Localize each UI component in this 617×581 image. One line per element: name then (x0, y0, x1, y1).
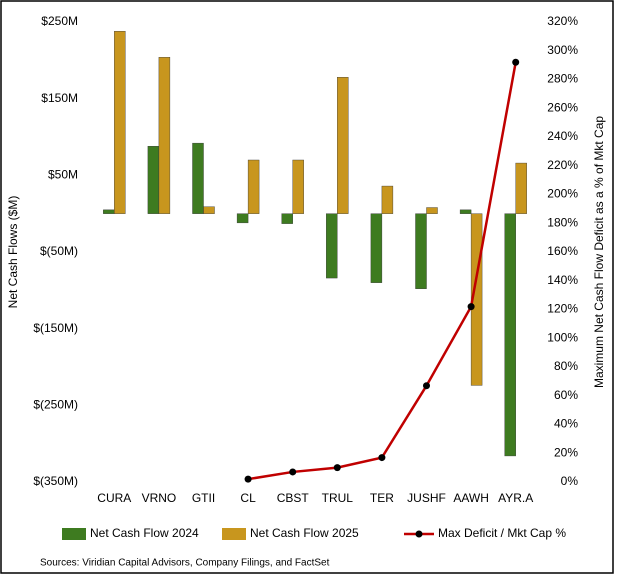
y-tick-label: $50M (48, 168, 78, 182)
line-marker (423, 382, 430, 390)
bar (515, 162, 527, 214)
source-note: Sources: Viridian Capital Advisors, Comp… (40, 558, 330, 569)
y-tick-label: $(350M) (33, 474, 78, 488)
bar (381, 185, 394, 214)
x-tick-label: AYR.A (498, 491, 533, 505)
y-tick-label: $(250M) (33, 398, 78, 412)
x-tick-label: CBST (277, 491, 310, 505)
y-tick-label: $(50M) (40, 244, 78, 258)
y-tick-label: $250M (41, 14, 78, 28)
y2-tick-label: 220% (547, 158, 578, 172)
y-tick-label: $(150M) (33, 321, 78, 335)
y2-tick-label: 280% (547, 72, 578, 86)
y2-tick-label: 0% (561, 474, 579, 488)
y2-tick-label: 100% (547, 330, 578, 344)
x-tick-label: JUSHF (407, 491, 446, 505)
bar (337, 76, 349, 214)
y2-tick-label: 80% (554, 359, 578, 373)
line-marker (512, 58, 520, 66)
bar (292, 159, 304, 214)
bar (370, 213, 383, 283)
line-marker (289, 468, 297, 476)
line-marker (244, 475, 252, 483)
legend-label: Net Cash Flow 2025 (250, 526, 359, 540)
x-tick-label: TER (370, 491, 394, 505)
y2-tick-label: 60% (554, 388, 578, 402)
bar (203, 206, 215, 214)
bar (470, 213, 483, 386)
line-marker (333, 464, 341, 472)
y-tick-label: $150M (41, 91, 78, 105)
y2-tick-label: 180% (547, 215, 578, 229)
legend-label: Max Deficit / Mkt Cap % (438, 526, 566, 540)
y2-tick-label: 40% (554, 417, 578, 431)
y2-tick-label: 300% (547, 43, 578, 57)
bar (158, 57, 171, 214)
bar (247, 159, 260, 214)
y2-tick-label: 120% (547, 302, 578, 316)
y2-tick-label: 240% (547, 129, 578, 143)
y2-axis-label: Maximum Net Cash Flow Deficit as a % of … (592, 116, 606, 388)
legend-swatch (222, 528, 246, 540)
bar (415, 213, 427, 290)
bar (103, 209, 115, 214)
legend-swatch (62, 528, 86, 540)
x-tick-label: AAWH (453, 491, 489, 505)
x-tick-label: CURA (97, 491, 131, 505)
y2-tick-label: 320% (547, 14, 578, 28)
y2-tick-label: 160% (547, 244, 578, 258)
bar (236, 213, 249, 224)
bar (192, 142, 204, 214)
bar (504, 213, 516, 457)
legend-label: Net Cash Flow 2024 (90, 526, 199, 540)
x-tick-label: VRNO (142, 491, 177, 505)
x-tick-label: TRUL (322, 491, 354, 505)
y2-tick-label: 140% (547, 273, 578, 287)
y-axis-label: Net Cash Flows ($M) (6, 196, 20, 309)
y2-tick-label: 260% (547, 100, 578, 114)
line-marker (378, 454, 386, 462)
bar (459, 209, 472, 214)
y2-tick-label: 200% (547, 187, 578, 201)
bar (281, 213, 293, 224)
line-marker (467, 303, 475, 311)
bar (426, 207, 438, 214)
bar (114, 31, 126, 214)
bar (326, 213, 338, 279)
bar (147, 145, 160, 214)
y2-tick-label: 20% (554, 445, 578, 459)
x-tick-label: GTII (192, 491, 215, 505)
x-tick-label: CL (240, 491, 256, 505)
legend-marker (415, 530, 423, 538)
